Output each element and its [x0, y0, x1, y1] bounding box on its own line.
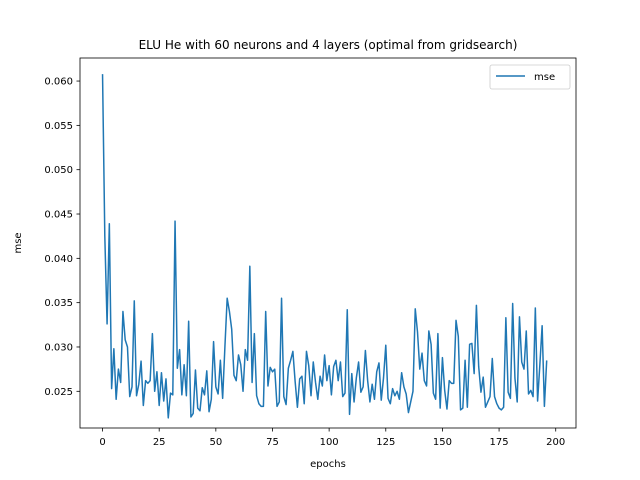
x-tick-label: 25 [153, 437, 166, 448]
y-tick-label: 0.050 [44, 165, 73, 176]
y-axis-label: mse [13, 232, 24, 253]
x-tick-label: 200 [546, 437, 565, 448]
y-tick-label: 0.025 [44, 387, 73, 398]
y-tick-label: 0.040 [44, 254, 73, 265]
y-tick-label: 0.035 [44, 298, 73, 309]
x-tick-label: 150 [433, 437, 452, 448]
y-tick-label: 0.045 [44, 210, 73, 221]
x-tick-label: 75 [266, 437, 279, 448]
x-axis-label: epochs [310, 459, 346, 470]
x-tick-label: 100 [320, 437, 339, 448]
y-tick-label: 0.055 [44, 121, 73, 132]
series-line-mse [101, 74, 548, 419]
y-tick-label: 0.060 [44, 77, 73, 88]
legend-box [489, 64, 571, 90]
x-tick-label: 175 [490, 437, 509, 448]
x-tick-label: 50 [209, 437, 222, 448]
x-tick-label: 0 [99, 437, 105, 448]
chart-title: ELU He with 60 neurons and 4 layers (opt… [139, 38, 518, 52]
plot-area-frame [79, 57, 577, 429]
x-axis-ticks: 0 25 50 75 100 125 150 175 200 [99, 428, 565, 448]
legend: mse [489, 64, 571, 90]
x-tick-label: 125 [376, 437, 395, 448]
y-tick-label: 0.030 [44, 342, 73, 353]
legend-label-mse: mse [534, 72, 555, 83]
y-axis-ticks: 0.025 0.030 0.035 0.040 0.045 0.050 0.055 0.060 [44, 77, 80, 398]
